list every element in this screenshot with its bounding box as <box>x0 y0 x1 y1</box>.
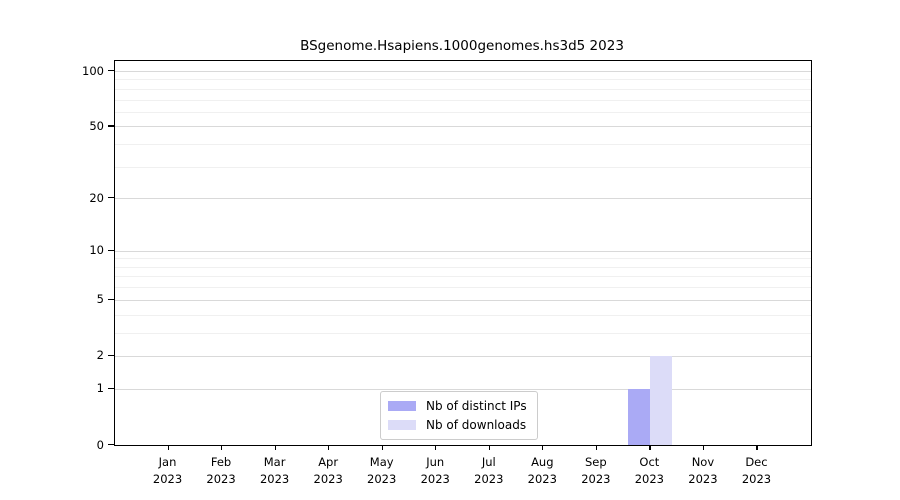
gridline-minor-90 <box>115 79 811 81</box>
y-tick-label-2: 2 <box>96 348 104 363</box>
x-tick-label-jun: Jun 2023 <box>420 455 450 486</box>
y-tick-label-100: 100 <box>82 63 104 78</box>
gridline-minor-6 <box>115 287 811 289</box>
y-tick-10 <box>108 249 114 251</box>
x-tick-label-mar: Mar 2023 <box>259 455 290 486</box>
legend: Nb of distinct IPs Nb of downloads <box>380 391 538 440</box>
legend-swatch-downloads <box>388 420 416 430</box>
gridline-minor-60 <box>115 111 811 113</box>
x-tick-label-jul: Jul 2023 <box>474 455 504 486</box>
gridline-major-50 <box>115 126 811 128</box>
x-tick-label-nov: Nov 2023 <box>688 455 718 486</box>
x-tick-label-may: May 2023 <box>367 455 397 486</box>
x-tick-jan <box>167 445 169 450</box>
gridline-major-2 <box>115 355 811 357</box>
legend-label-distinct-ips: Nb of distinct IPs <box>426 399 527 413</box>
bar-nb-of-downloads-oct <box>650 355 673 445</box>
legend-item-downloads: Nb of downloads <box>388 418 527 432</box>
y-tick-label-50: 50 <box>89 118 104 133</box>
x-tick-feb <box>221 445 223 450</box>
x-tick-label-aug: Aug 2023 <box>527 455 557 486</box>
gridline-minor-30 <box>115 166 811 168</box>
legend-item-distinct-ips: Nb of distinct IPs <box>388 399 527 413</box>
x-tick-jul <box>488 445 490 450</box>
x-tick-aug <box>542 445 544 450</box>
gridline-major-10 <box>115 250 811 252</box>
x-tick-label-sep: Sep 2023 <box>581 455 611 486</box>
x-tick-dec <box>756 445 758 450</box>
gridline-minor-4 <box>115 314 811 316</box>
x-tick-label-jan: Jan 2023 <box>152 455 183 486</box>
gridline-major-5 <box>115 299 811 301</box>
y-tick-100 <box>108 70 114 72</box>
gridline-minor-8 <box>115 266 811 268</box>
gridline-minor-40 <box>115 144 811 146</box>
gridline-major-1 <box>115 388 811 390</box>
x-tick-label-apr: Apr 2023 <box>313 455 343 486</box>
x-tick-jun <box>435 445 437 450</box>
gridline-major-20 <box>115 198 811 200</box>
x-tick-apr <box>328 445 330 450</box>
y-tick-0 <box>108 444 114 446</box>
gridline-minor-3 <box>115 332 811 334</box>
y-tick-label-20: 20 <box>89 190 104 205</box>
y-tick-20 <box>108 197 114 199</box>
x-tick-may <box>381 445 383 450</box>
legend-label-downloads: Nb of downloads <box>426 418 527 432</box>
legend-swatch-distinct-ips <box>388 401 416 411</box>
gridline-minor-7 <box>115 276 811 278</box>
y-tick-label-10: 10 <box>89 243 104 258</box>
gridline-minor-70 <box>115 99 811 101</box>
plot-area: Nb of distinct IPs Nb of downloads <box>114 60 812 446</box>
y-tick-1 <box>108 387 114 390</box>
chart-title: BSgenome.Hsapiens.1000genomes.hs3d5 2023 <box>300 38 624 54</box>
gridline-minor-9 <box>115 258 811 260</box>
gridline-minor-80 <box>115 88 811 90</box>
x-tick-label-oct: Oct 2023 <box>634 455 665 486</box>
x-tick-label-feb: Feb 2023 <box>206 455 236 486</box>
y-tick-5 <box>108 298 114 300</box>
y-tick-label-0: 0 <box>96 437 104 452</box>
y-tick-50 <box>108 125 114 127</box>
y-tick-2 <box>108 354 114 357</box>
x-tick-sep <box>595 445 598 450</box>
y-tick-label-5: 5 <box>96 292 104 307</box>
x-tick-label-dec: Dec 2023 <box>741 455 772 486</box>
x-tick-oct <box>649 445 651 450</box>
x-tick-nov <box>702 445 705 450</box>
y-tick-label-1: 1 <box>96 381 104 396</box>
bar-nb-of-distinct-ips-oct <box>628 388 651 445</box>
x-tick-mar <box>274 445 276 450</box>
gridline-major-100 <box>115 71 811 72</box>
